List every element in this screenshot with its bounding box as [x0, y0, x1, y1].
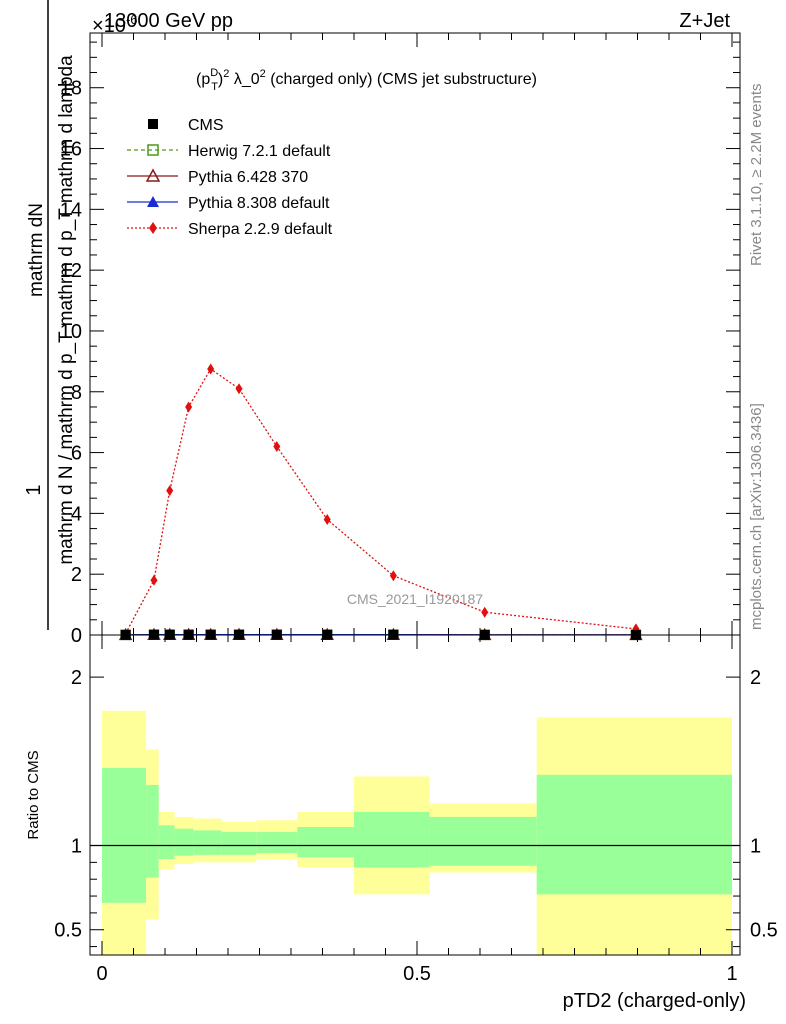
legend-label: Herwig 7.2.1 default	[188, 143, 331, 160]
data-point	[323, 513, 331, 525]
y-tick-label: 12	[60, 260, 82, 282]
ratio-plot: 0.5 0.5 1 1 2 2 0 0.5 1	[54, 634, 778, 985]
ylabel-numerator: mathrm dN	[26, 203, 47, 297]
data-point	[481, 606, 489, 618]
ratio-band-stat	[102, 768, 147, 903]
data-point	[389, 570, 397, 582]
y-tick-label: 8	[71, 382, 82, 404]
data-point	[147, 196, 159, 207]
data-point	[235, 383, 243, 395]
x-tick-label: 0.5	[403, 963, 431, 985]
ratio-y-tick-label-right: 2	[750, 667, 761, 689]
legend-item: CMS	[148, 117, 224, 134]
x-tick-label: 1	[726, 963, 737, 985]
process-label: Z+Jet	[679, 10, 730, 32]
ylabel-numerator-one: 1	[23, 484, 45, 495]
ratio-bands	[102, 710, 732, 955]
rivet-label: Rivet 3.1.10, ≥ 2.2M events	[748, 84, 765, 267]
data-point	[166, 485, 174, 497]
ratio-band-stat	[429, 816, 537, 866]
series-line	[125, 368, 636, 634]
legend-label: Pythia 8.308 default	[188, 195, 330, 212]
data-point	[148, 119, 158, 129]
ratio-band-stat	[536, 774, 732, 895]
ratio-y-tick-label: 1	[71, 836, 82, 858]
ratio-band-stat	[354, 811, 430, 868]
watermark: CMS_2021_I1920187	[347, 591, 483, 607]
energy-label: 13000 GeV pp	[104, 10, 233, 32]
y-tick-label: 14	[60, 199, 82, 221]
ratio-y-tick-label: 2	[71, 667, 82, 689]
mcplots-label: mcplots.cern.ch [arXiv:1306.3436]	[748, 403, 765, 630]
ratio-y-tick-label-right: 0.5	[750, 920, 778, 942]
ratio-band-stat	[297, 827, 354, 858]
ratio-band-stat	[193, 830, 222, 855]
legend-item: Sherpa 2.2.9 default	[127, 221, 333, 238]
ratio-band-stat	[158, 825, 175, 859]
ratio-band-stat	[221, 832, 257, 855]
legend-item: Herwig 7.2.1 default	[127, 143, 331, 160]
ratio-band-stat	[256, 832, 298, 854]
ratio-axis-ticks: 0.5 0.5 1 1 2 2 0 0.5 1	[54, 635, 778, 985]
main-plot: 0 2 4 6 8 10 12 14 16 18 CMS_2021_I1920187	[60, 32, 741, 647]
data-point	[149, 222, 157, 234]
y-tick-label: 18	[60, 78, 82, 100]
exponent-label: ×10-6	[92, 12, 138, 37]
legend-item: Pythia 8.308 default	[127, 195, 330, 212]
ratio-y-tick-label-right: 1	[750, 836, 761, 858]
legend-item: Pythia 6.428 370	[127, 168, 308, 186]
plot-title: (pD T)2 λ_02 (charged only) (CMS jet subs…	[196, 67, 537, 93]
y-tick-label: 6	[71, 443, 82, 465]
ratio-ylabel: Ratio to CMS	[25, 750, 42, 839]
ratio-band-stat	[174, 828, 194, 856]
y-tick-label: 16	[60, 139, 82, 161]
series-pythia-8-308-default	[120, 629, 642, 640]
legend-label: CMS	[188, 117, 224, 134]
main-axis-ticks: 0 2 4 6 8 10 12 14 16 18	[60, 33, 740, 647]
ratio-frame	[89, 634, 741, 956]
x-axis-label: pTD2 (charged-only)	[563, 990, 746, 1012]
ratio-y-tick-label: 0.5	[54, 920, 82, 942]
main-ylabel: 1 mathrm dN mathrm d N / mathrm d p_T ma…	[23, 0, 77, 630]
y-tick-label: 2	[71, 564, 82, 586]
data-point	[273, 440, 281, 452]
data-point	[150, 574, 158, 586]
ylabel-denominator: mathrm d N / mathrm d p_T mathrm d p_T m…	[56, 55, 77, 565]
y-tick-label: 0	[71, 625, 82, 647]
data-point	[185, 401, 193, 413]
legend-label: Pythia 6.428 370	[188, 169, 308, 186]
data-point	[207, 363, 215, 375]
data-point	[145, 168, 161, 182]
x-tick-label: 0	[96, 963, 107, 985]
legend-label: Sherpa 2.2.9 default	[188, 221, 333, 238]
y-tick-label: 4	[71, 503, 82, 525]
legend: CMS Herwig 7.2.1 default Pythia 6.428 370 P…	[127, 117, 333, 238]
data-point	[147, 144, 159, 156]
ratio-band-stat	[146, 784, 159, 878]
y-tick-label: 10	[60, 321, 82, 343]
